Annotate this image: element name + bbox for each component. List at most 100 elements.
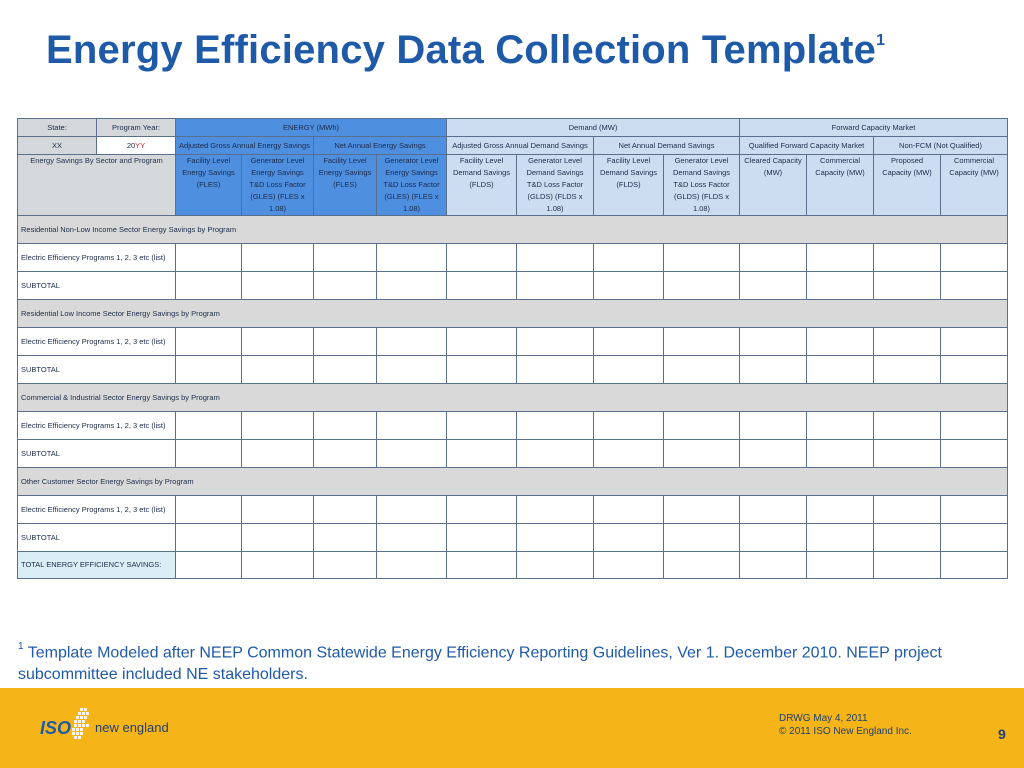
- data-cell[interactable]: [940, 439, 1008, 468]
- data-cell[interactable]: [241, 271, 314, 300]
- data-cell[interactable]: [806, 439, 874, 468]
- data-cell[interactable]: [376, 439, 447, 468]
- data-cell[interactable]: [446, 551, 517, 579]
- data-cell[interactable]: [446, 523, 517, 552]
- data-cell[interactable]: [806, 355, 874, 384]
- data-cell[interactable]: [593, 271, 664, 300]
- data-cell[interactable]: [446, 243, 517, 272]
- data-cell[interactable]: [739, 495, 807, 524]
- data-cell[interactable]: [739, 243, 807, 272]
- data-cell[interactable]: [446, 327, 517, 356]
- data-cell[interactable]: [241, 495, 314, 524]
- data-cell[interactable]: [593, 495, 664, 524]
- data-cell[interactable]: [175, 523, 242, 552]
- data-cell[interactable]: [873, 243, 941, 272]
- data-cell[interactable]: [739, 355, 807, 384]
- data-cell[interactable]: [739, 411, 807, 440]
- data-cell[interactable]: [873, 411, 941, 440]
- data-cell[interactable]: [873, 271, 941, 300]
- data-cell[interactable]: [739, 523, 807, 552]
- data-cell[interactable]: [806, 551, 874, 579]
- data-cell[interactable]: [446, 439, 517, 468]
- data-cell[interactable]: [516, 271, 594, 300]
- data-cell[interactable]: [873, 551, 941, 579]
- data-cell[interactable]: [376, 523, 447, 552]
- data-cell[interactable]: [516, 355, 594, 384]
- data-cell[interactable]: [663, 243, 740, 272]
- data-cell[interactable]: [940, 495, 1008, 524]
- data-cell[interactable]: [739, 271, 807, 300]
- data-cell[interactable]: [663, 355, 740, 384]
- data-cell[interactable]: [593, 523, 664, 552]
- program-year-value[interactable]: 20YY: [96, 136, 176, 155]
- data-cell[interactable]: [241, 439, 314, 468]
- data-cell[interactable]: [940, 551, 1008, 579]
- data-cell[interactable]: [313, 523, 377, 552]
- data-cell[interactable]: [593, 243, 664, 272]
- data-cell[interactable]: [376, 551, 447, 579]
- data-cell[interactable]: [241, 523, 314, 552]
- data-cell[interactable]: [806, 243, 874, 272]
- data-cell[interactable]: [516, 411, 594, 440]
- data-cell[interactable]: [313, 551, 377, 579]
- data-cell[interactable]: [663, 439, 740, 468]
- data-cell[interactable]: [806, 411, 874, 440]
- data-cell[interactable]: [516, 243, 594, 272]
- data-cell[interactable]: [873, 495, 941, 524]
- data-cell[interactable]: [313, 411, 377, 440]
- data-cell[interactable]: [663, 327, 740, 356]
- data-cell[interactable]: [313, 327, 377, 356]
- data-cell[interactable]: [241, 327, 314, 356]
- state-value[interactable]: XX: [17, 136, 97, 155]
- data-cell[interactable]: [446, 271, 517, 300]
- data-cell[interactable]: [313, 243, 377, 272]
- data-cell[interactable]: [175, 551, 242, 579]
- data-cell[interactable]: [516, 439, 594, 468]
- data-cell[interactable]: [873, 327, 941, 356]
- data-cell[interactable]: [806, 271, 874, 300]
- data-cell[interactable]: [175, 327, 242, 356]
- data-cell[interactable]: [313, 495, 377, 524]
- data-cell[interactable]: [313, 355, 377, 384]
- data-cell[interactable]: [593, 411, 664, 440]
- data-cell[interactable]: [313, 439, 377, 468]
- data-cell[interactable]: [175, 355, 242, 384]
- data-cell[interactable]: [806, 495, 874, 524]
- data-cell[interactable]: [516, 523, 594, 552]
- data-cell[interactable]: [376, 271, 447, 300]
- data-cell[interactable]: [446, 355, 517, 384]
- data-cell[interactable]: [241, 355, 314, 384]
- data-cell[interactable]: [313, 271, 377, 300]
- data-cell[interactable]: [739, 327, 807, 356]
- data-cell[interactable]: [940, 271, 1008, 300]
- data-cell[interactable]: [739, 551, 807, 579]
- data-cell[interactable]: [175, 271, 242, 300]
- data-cell[interactable]: [940, 411, 1008, 440]
- data-cell[interactable]: [175, 243, 242, 272]
- data-cell[interactable]: [663, 271, 740, 300]
- data-cell[interactable]: [940, 523, 1008, 552]
- data-cell[interactable]: [593, 327, 664, 356]
- data-cell[interactable]: [516, 551, 594, 579]
- data-cell[interactable]: [873, 355, 941, 384]
- data-cell[interactable]: [593, 551, 664, 579]
- data-cell[interactable]: [873, 439, 941, 468]
- data-cell[interactable]: [806, 523, 874, 552]
- data-cell[interactable]: [663, 523, 740, 552]
- data-cell[interactable]: [446, 495, 517, 524]
- data-cell[interactable]: [241, 243, 314, 272]
- data-cell[interactable]: [376, 411, 447, 440]
- data-cell[interactable]: [663, 411, 740, 440]
- data-cell[interactable]: [593, 355, 664, 384]
- data-cell[interactable]: [376, 327, 447, 356]
- data-cell[interactable]: [806, 327, 874, 356]
- data-cell[interactable]: [663, 495, 740, 524]
- data-cell[interactable]: [940, 355, 1008, 384]
- data-cell[interactable]: [516, 495, 594, 524]
- data-cell[interactable]: [940, 327, 1008, 356]
- data-cell[interactable]: [593, 439, 664, 468]
- data-cell[interactable]: [446, 411, 517, 440]
- data-cell[interactable]: [175, 411, 242, 440]
- data-cell[interactable]: [376, 355, 447, 384]
- data-cell[interactable]: [940, 243, 1008, 272]
